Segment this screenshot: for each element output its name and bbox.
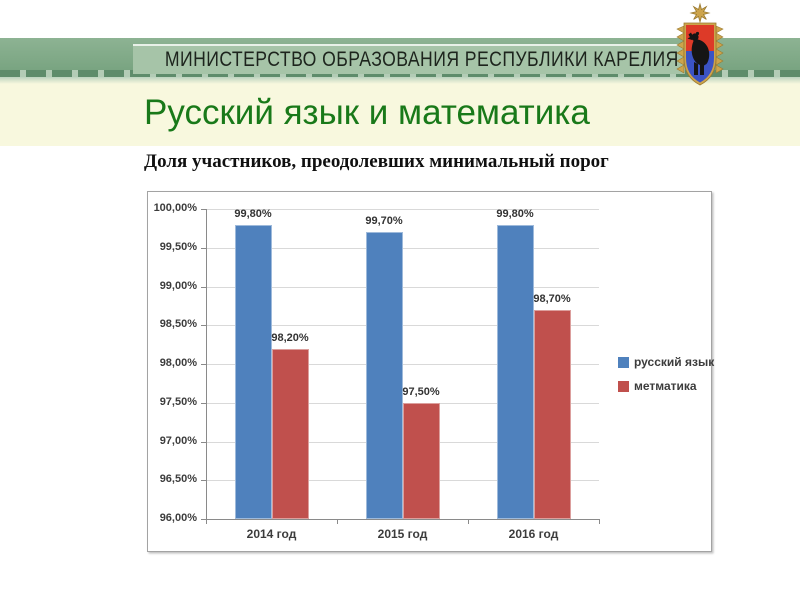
y-axis-tick-mark [201, 402, 206, 404]
left-zigzag-ornament [676, 25, 685, 74]
ministry-banner-text: МИНИСТЕРСТВО ОБРАЗОВАНИЯ РЕСПУБЛИКИ КАРЕ… [165, 48, 679, 71]
x-axis-tick-mark [337, 519, 338, 524]
coat-of-arms-svg [676, 2, 724, 86]
y-axis-label: 98,50% [159, 318, 197, 331]
y-axis-label: 99,00% [159, 279, 197, 292]
gridline [206, 247, 599, 249]
legend-item: метматика [618, 379, 697, 393]
y-axis-tick-mark [201, 247, 206, 249]
y-axis-label: 97,50% [159, 395, 197, 408]
y-axis-tick-mark [201, 286, 206, 288]
slide-title: Русский язык и математика [144, 93, 590, 132]
bar-chart: 96,00% 96,50% 97,00% 97,50% 98,00% 98,50% 99,0… [147, 191, 714, 552]
bar-value-label: 98,20% [271, 331, 309, 344]
bar-value-label: 99,80% [234, 207, 272, 220]
y-axis-label: 96,00% [159, 512, 197, 524]
y-axis-tick-mark [201, 325, 206, 327]
y-axis-tick-mark [201, 364, 206, 365]
x-category-label: 2016 год [508, 527, 559, 541]
y-axis-label: 100,00% [153, 202, 197, 214]
star-icon [689, 2, 711, 24]
y-axis-tick-mark [201, 519, 206, 520]
y-axis-line [206, 209, 207, 520]
x-axis-tick-mark [206, 519, 207, 524]
gridline [206, 286, 599, 288]
banner-fade-edge [0, 77, 800, 84]
y-axis-tick-mark [201, 480, 206, 482]
legend-item: русский язык [618, 355, 714, 369]
bar [234, 224, 272, 519]
y-axis-label: 99,50% [159, 240, 197, 253]
bar-value-label: 97,50% [402, 385, 440, 398]
bar-value-label: 98,70% [533, 292, 571, 305]
bar [402, 402, 440, 519]
y-axis-label: 96,50% [159, 473, 197, 486]
x-category-label: 2015 год [377, 527, 428, 541]
legend-label: русский язык [634, 355, 715, 369]
bar [271, 348, 309, 519]
x-axis-tick-mark [468, 519, 469, 524]
bear-icon [687, 31, 710, 75]
bar [365, 232, 403, 519]
x-category-label: 2014 год [246, 527, 297, 541]
y-axis-tick-mark [201, 209, 206, 210]
bar-value-label: 99,80% [496, 207, 534, 220]
bar-value-label: 99,70% [365, 215, 403, 228]
y-axis-label: 98,00% [159, 357, 197, 369]
gridline [206, 209, 599, 210]
legend-swatch [618, 380, 629, 392]
bar [533, 309, 571, 519]
bar [496, 224, 534, 519]
right-zigzag-ornament [715, 25, 724, 74]
gridline [206, 325, 599, 327]
chart-subtitle: Доля участников, преодолевших минимальны… [144, 151, 609, 172]
karelia-coat-of-arms-icon [670, 2, 730, 90]
x-axis-tick-mark [599, 519, 600, 524]
x-axis-line [206, 519, 600, 520]
gridline [206, 364, 599, 365]
title-band: Русский язык и математика [0, 84, 800, 146]
legend-label: метматика [634, 379, 697, 393]
ministry-banner-plate: МИНИСТЕРСТВО ОБРАЗОВАНИЯ РЕСПУБЛИКИ КАРЕ… [133, 44, 685, 74]
y-axis-label: 97,00% [159, 434, 197, 447]
y-axis-tick-mark [201, 441, 206, 443]
legend-swatch [618, 356, 629, 368]
